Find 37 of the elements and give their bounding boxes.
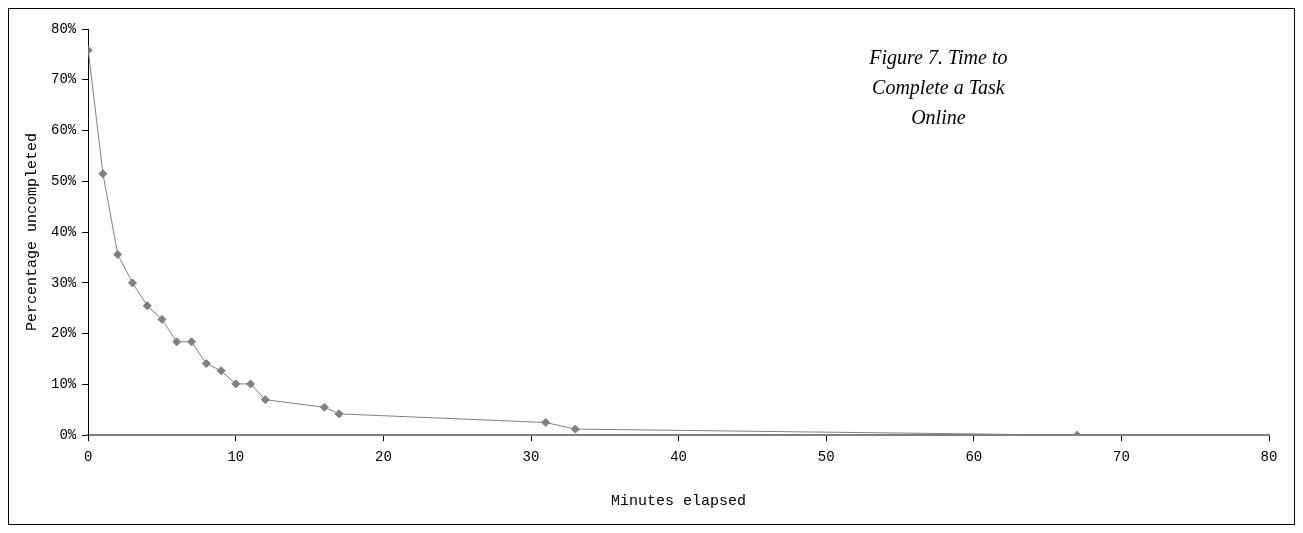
point	[113, 249, 123, 259]
point	[260, 395, 270, 405]
point	[98, 169, 108, 179]
y-tick-label: 70%	[50, 71, 77, 88]
text: Figure 7. Time to Complete a Task Online	[868, 46, 1008, 129]
x-tick-label: 60	[965, 449, 983, 466]
y-tick-label: 60%	[50, 122, 77, 139]
y-tick-label: 80%	[50, 20, 77, 37]
y-tick-label: 0%	[59, 426, 77, 443]
point	[157, 314, 167, 324]
x-tick-label: 20	[375, 449, 392, 466]
point	[319, 402, 329, 412]
point	[187, 337, 197, 347]
point	[246, 379, 256, 389]
point	[216, 366, 226, 376]
x-tick-label: 0	[84, 449, 93, 466]
y-tick-label: 20%	[50, 325, 77, 342]
x-tick-label: 30	[522, 449, 540, 466]
point	[142, 301, 152, 311]
point	[172, 337, 182, 347]
point	[201, 359, 211, 369]
y-tick-label: 30%	[50, 274, 77, 291]
point	[334, 409, 344, 419]
x-axis-title: Minutes elapsed	[611, 492, 747, 510]
y-tick-label: 50%	[50, 173, 77, 190]
point	[570, 424, 580, 434]
y-axis-title: Percentage uncompleted	[23, 133, 41, 332]
y-tick-label: 40%	[50, 223, 77, 240]
y-tick-label: 10%	[50, 376, 77, 393]
x-tick-label: 40	[670, 449, 688, 466]
x-tick-label: 80	[1260, 449, 1278, 466]
point	[231, 379, 241, 389]
x-tick-label: 50	[817, 449, 835, 466]
point	[541, 418, 551, 428]
x-tick-label: 10	[227, 449, 245, 466]
point	[127, 278, 137, 288]
x-tick-label: 70	[1112, 449, 1130, 466]
